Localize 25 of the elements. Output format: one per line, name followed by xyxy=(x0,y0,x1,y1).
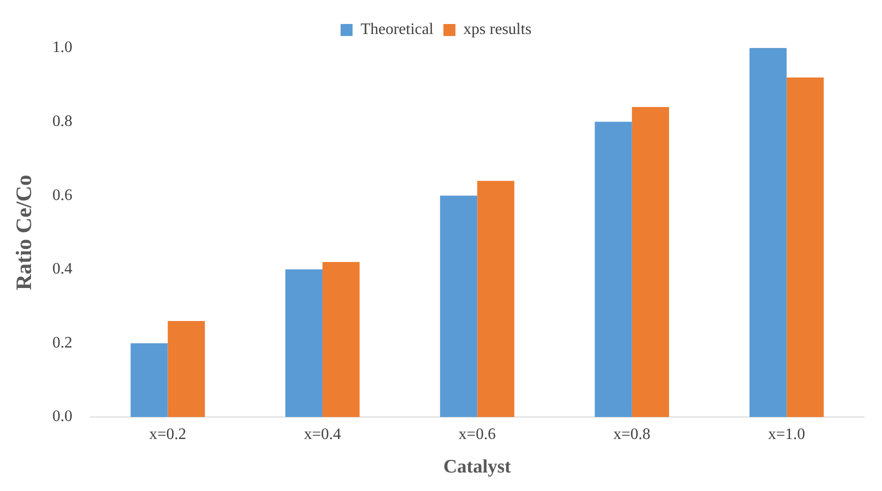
bar xyxy=(750,48,787,417)
bar xyxy=(594,122,632,417)
legend-label: xps results xyxy=(463,21,532,38)
y-tick-label: 0.2 xyxy=(52,334,72,352)
x-tick-label: x=1.0 xyxy=(768,426,806,443)
bar xyxy=(130,343,168,417)
x-tick-label: x=0.2 xyxy=(149,426,186,443)
x-tick-label: x=0.4 xyxy=(304,426,341,443)
x-tick-label: x=0.6 xyxy=(458,426,496,443)
y-tick-label: 0.6 xyxy=(52,186,72,204)
bar xyxy=(440,196,478,417)
bar xyxy=(285,269,322,417)
x-tick-label: x=0.8 xyxy=(613,426,650,443)
bar xyxy=(477,180,514,417)
bar xyxy=(632,107,670,417)
bar xyxy=(786,78,824,417)
x-axis-title: Catalyst xyxy=(443,456,512,478)
legend-label: Theoretical xyxy=(360,21,434,38)
y-tick-label: 0.0 xyxy=(52,408,72,426)
bar xyxy=(168,321,205,417)
y-axis-title: Ratio Ce/Co xyxy=(10,174,36,290)
y-tick-label: 1.0 xyxy=(52,39,72,56)
bar xyxy=(322,262,360,417)
y-tick-label: 0.8 xyxy=(52,113,72,130)
y-tick-label: 0.4 xyxy=(52,260,72,278)
